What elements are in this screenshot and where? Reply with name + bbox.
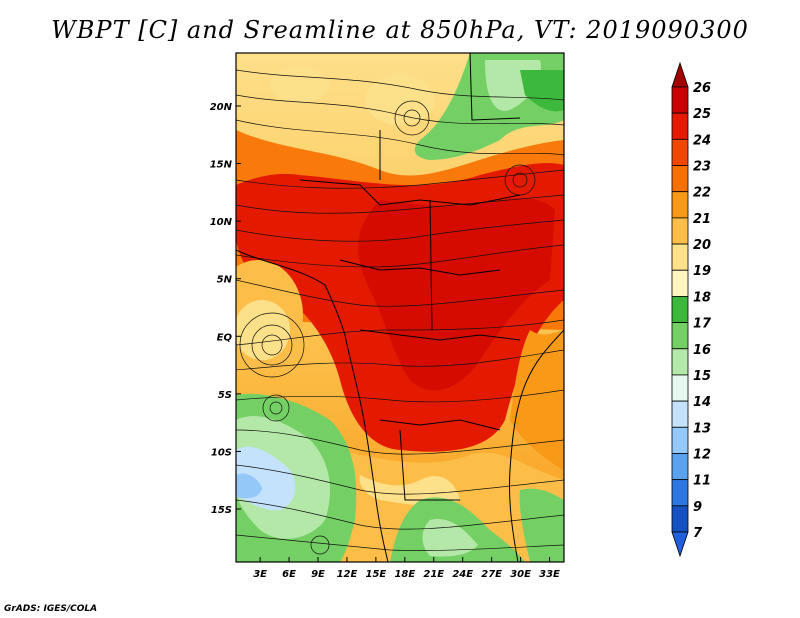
colorbar-swatch [671, 243, 689, 271]
colorbar-level-label: 22 [693, 186, 711, 201]
map-frame [235, 52, 565, 563]
colorbar-level-label: 19 [693, 264, 711, 279]
colorbar-level-label: 16 [693, 343, 711, 358]
colorbar-swatch [671, 165, 689, 193]
lon-tick-label: 30E [510, 569, 531, 580]
colorbar-level-label: 23 [693, 160, 711, 175]
lat-tick-label: 5S [218, 390, 232, 401]
colorbar-swatch [671, 479, 689, 507]
colorbar-swatch [671, 269, 689, 297]
colorbar-level-label: 24 [693, 133, 711, 148]
colorbar-swatch [671, 374, 689, 402]
lon-tick-label: 18E [394, 569, 415, 580]
lon-tick-label: 6E [282, 569, 296, 580]
lon-tick-label: 27E [481, 569, 502, 580]
colorbar-swatch [671, 505, 689, 533]
country-borders [236, 53, 564, 562]
colorbar-level-label: 7 [693, 526, 703, 541]
lon-tick-label: 12E [337, 569, 358, 580]
lat-tick-label: 5N [217, 275, 233, 286]
streamlines [236, 69, 564, 555]
lat-tick-label: 20N [210, 102, 233, 113]
colorbar-top-arrow [671, 61, 689, 88]
colorbar-swatch [671, 400, 689, 428]
colorbar-level-label: 14 [693, 395, 711, 410]
colorbar-level-label: 20 [693, 238, 711, 253]
colorbar-level-label: 15 [693, 369, 711, 384]
lat-tick-label: 15S [211, 505, 232, 516]
map-title: WBPT [C] and Sreamline at 850hPa, VT: 20… [51, 16, 749, 44]
colorbar-level-label: 26 [693, 81, 711, 96]
colorbar-swatch [671, 296, 689, 323]
colorbar-swatch [671, 217, 689, 245]
colorbar-level-label: 25 [693, 107, 711, 122]
colorbar-swatch [671, 86, 689, 114]
colorbar-level-label: 17 [693, 317, 712, 332]
colorbar-swatch [671, 426, 689, 454]
lon-tick-label: 3E [253, 569, 267, 580]
lon-tick-label: 9E [311, 569, 325, 580]
lat-tick-label: 10N [210, 217, 233, 228]
colorbar-swatch [671, 348, 689, 376]
colorbar-level-label: 11 [693, 474, 711, 489]
lat-tick-label: 15N [210, 160, 233, 171]
lat-tick-label: 10S [211, 447, 232, 458]
colorbar-level-label: 12 [693, 447, 711, 462]
colorbar-swatch [671, 112, 689, 140]
grads-credit: GrADS: IGES/COLA [4, 604, 98, 614]
colorbar-level-label: 21 [693, 212, 711, 227]
colorbar-level-label: 9 [693, 500, 702, 515]
lat-tick-label: EQ [217, 332, 233, 343]
colorbar-level-label: 18 [693, 290, 711, 305]
colorbar-level-label: 13 [693, 421, 711, 436]
lon-tick-label: 15E [366, 569, 387, 580]
lon-tick-label: 24E [452, 569, 473, 580]
colorbar-swatch [671, 322, 689, 350]
colorbar-swatch [671, 191, 689, 219]
colorbar-swatch [671, 138, 689, 166]
longitude-axis: 3E 6E 9E 12E 15E 18E 21E 24E 27E 30E 33E [253, 557, 560, 580]
wbpt-shading [236, 53, 564, 562]
lon-tick-label: 21E [423, 569, 444, 580]
colorbar-bottom-arrow [671, 531, 689, 558]
colorbar-swatch [671, 453, 689, 481]
lon-tick-label: 33E [539, 569, 560, 580]
latitude-axis: 20N 15N 10N 5N EQ 5S 10S 15S [210, 102, 241, 516]
